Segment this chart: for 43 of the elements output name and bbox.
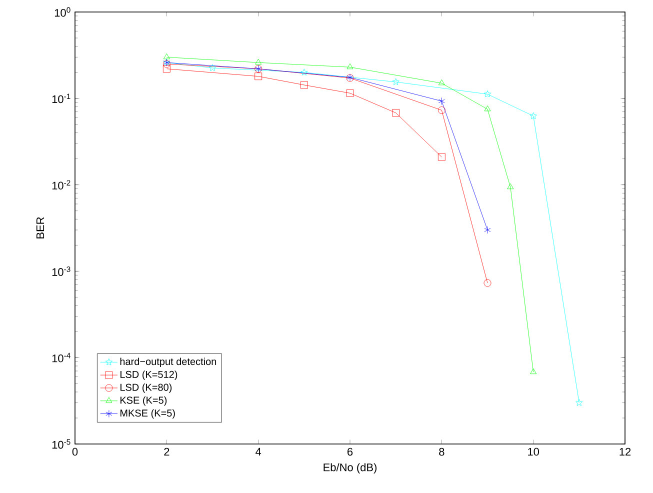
point [392, 109, 400, 117]
point [438, 106, 446, 114]
y-tick-label: 10$^{0}$ [54, 7, 70, 17]
legend-label: MKSE (K=5) [120, 409, 175, 419]
y-tick-label: 10$^{-1}$ [52, 94, 70, 104]
point [255, 58, 262, 64]
point [392, 78, 400, 85]
point [162, 65, 170, 73]
x-tick-label: 10 [528, 448, 540, 456]
point [576, 399, 583, 406]
point [300, 81, 308, 89]
x-tick-label: 0 [72, 448, 78, 456]
legend-label: KSE (K=5) [120, 396, 167, 406]
y-tick-label: 10$^{-5}$ [52, 439, 70, 449]
point [530, 112, 537, 120]
x-tick-label: 12 [620, 448, 631, 456]
x-tick-label: 2 [164, 448, 170, 456]
point [530, 368, 537, 374]
point [484, 226, 491, 234]
point [346, 63, 354, 70]
x-axis-title: Eb/No (dB) [324, 463, 377, 474]
point [254, 72, 262, 80]
point [484, 90, 492, 98]
point [484, 106, 491, 112]
point [208, 64, 216, 72]
point [438, 97, 445, 105]
point [507, 183, 514, 190]
point [438, 153, 446, 161]
y-tick-label: 10$^{-2}$ [52, 180, 70, 190]
legend-label: hard−output detection [120, 358, 216, 368]
y-tick-label: 10$^{-3}$ [52, 266, 70, 276]
point [484, 279, 492, 287]
legend-label: LSD (K=512) [120, 370, 178, 380]
point [300, 68, 308, 76]
point [346, 89, 354, 97]
legend-label: LSD (K=80) [120, 384, 172, 393]
y-axis-title: BER [36, 217, 44, 238]
y-tick-label: 10$^{-4}$ [52, 352, 70, 362]
x-tick-label: 4 [256, 448, 262, 456]
point [163, 53, 170, 60]
x-tick-label: 6 [348, 448, 353, 456]
point [438, 79, 445, 86]
x-tick-label: 8 [439, 448, 444, 456]
